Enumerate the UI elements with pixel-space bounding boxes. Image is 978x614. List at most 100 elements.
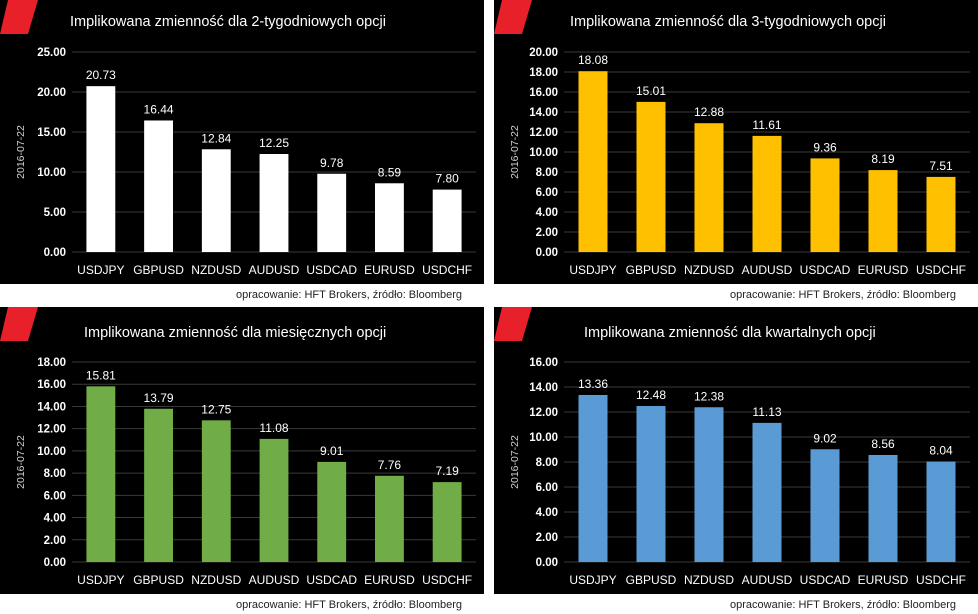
- chart-3m: Implikowana zmienność dla kwartalnych op…: [494, 307, 978, 594]
- brand-accent: [0, 0, 38, 34]
- x-tick-label: USDJPY: [77, 573, 124, 587]
- bar: [317, 461, 347, 562]
- bar: [317, 173, 347, 252]
- x-tick-label: GBPUSD: [133, 573, 184, 587]
- data-label: 8.04: [929, 444, 953, 458]
- x-tick-label: USDCHF: [422, 263, 472, 277]
- y-tick-label: 5.00: [44, 207, 66, 219]
- x-tick-label: USDJPY: [569, 573, 616, 587]
- bar: [144, 408, 173, 562]
- y-tick-label: 6.00: [44, 490, 66, 502]
- bar: [259, 154, 289, 252]
- y-axis-label: 2016-07-22: [509, 435, 521, 489]
- y-tick-label: 12.00: [37, 424, 66, 436]
- data-label: 12.88: [694, 105, 724, 119]
- data-label: 12.25: [259, 136, 289, 150]
- chart-panel-2w: Implikowana zmienność dla 2-tygodniowych…: [0, 0, 484, 284]
- bar: [432, 189, 462, 252]
- x-tick-label: EURUSD: [364, 263, 415, 277]
- x-tick-label: NZDUSD: [191, 263, 241, 277]
- x-tick-label: EURUSD: [364, 573, 415, 587]
- chart-title: Implikowana zmienność dla kwartalnych op…: [584, 325, 876, 341]
- y-tick-label: 0.00: [44, 557, 66, 569]
- y-tick-label: 10.00: [37, 167, 66, 179]
- x-tick-label: USDCAD: [306, 573, 357, 587]
- y-tick-label: 4.00: [536, 507, 558, 519]
- y-tick-label: 0.00: [536, 557, 558, 569]
- data-label: 11.13: [752, 405, 781, 419]
- y-tick-label: 2.00: [536, 227, 558, 239]
- y-axis-label: 2016-07-22: [509, 125, 521, 179]
- y-tick-label: 16.00: [37, 379, 66, 391]
- y-tick-label: 2.00: [44, 535, 66, 547]
- x-tick-label: USDCHF: [422, 573, 472, 587]
- chart-panel-3m: Implikowana zmienność dla kwartalnych op…: [494, 307, 978, 594]
- y-tick-label: 10.00: [37, 446, 66, 458]
- data-label: 13.79: [144, 391, 174, 405]
- source-note: opracowanie: HFT Brokers, źródło: Bloomb…: [236, 289, 463, 301]
- chart-title: Implikowana zmienność dla 2-tygodniowych…: [70, 14, 386, 30]
- data-label: 12.84: [201, 131, 231, 145]
- x-tick-label: NZDUSD: [684, 263, 734, 277]
- y-tick-label: 14.00: [529, 107, 558, 119]
- x-tick-label: NZDUSD: [684, 573, 734, 587]
- x-tick-label: USDJPY: [77, 263, 124, 277]
- bar: [144, 120, 173, 252]
- bar: [432, 482, 462, 562]
- y-tick-label: 18.00: [37, 357, 66, 369]
- data-label: 9.78: [320, 156, 344, 170]
- chart-1m: Implikowana zmienność dla miesięcznych o…: [0, 307, 484, 594]
- bar: [694, 123, 724, 252]
- brand-accent: [494, 0, 532, 34]
- y-tick-label: 16.00: [529, 87, 558, 99]
- bar: [201, 149, 231, 252]
- data-label: 7.80: [435, 172, 459, 186]
- bar: [578, 71, 608, 252]
- x-tick-label: EURUSD: [858, 263, 909, 277]
- data-label: 7.76: [378, 458, 402, 472]
- bar: [578, 395, 608, 562]
- y-tick-label: 6.00: [536, 187, 558, 199]
- y-tick-label: 0.00: [536, 247, 558, 259]
- data-label: 12.48: [636, 388, 666, 402]
- chart-title: Implikowana zmienność dla miesięcznych o…: [84, 325, 386, 341]
- y-tick-label: 8.00: [536, 457, 558, 469]
- y-tick-label: 15.00: [37, 127, 66, 139]
- data-label: 20.73: [86, 68, 116, 82]
- y-axis-label: 2016-07-22: [15, 435, 27, 489]
- chart-panel-3w: Implikowana zmienność dla 3-tygodniowych…: [494, 0, 978, 284]
- x-tick-label: NZDUSD: [191, 573, 241, 587]
- bar: [810, 158, 840, 252]
- x-tick-label: USDCHF: [916, 263, 966, 277]
- x-tick-label: AUDUSD: [742, 263, 793, 277]
- chart-title: Implikowana zmienność dla 3-tygodniowych…: [570, 14, 886, 30]
- data-label: 7.51: [929, 159, 953, 173]
- bar: [636, 101, 666, 253]
- y-tick-label: 12.00: [529, 407, 558, 419]
- source-note: opracowanie: HFT Brokers, źródło: Bloomb…: [730, 599, 957, 611]
- chart-background: [494, 0, 978, 284]
- source-note: opracowanie: HFT Brokers, źródło: Bloomb…: [236, 599, 463, 611]
- data-label: 12.38: [694, 389, 724, 403]
- y-tick-label: 20.00: [529, 47, 558, 59]
- x-tick-label: USDCAD: [800, 573, 851, 587]
- data-label: 16.44: [144, 102, 174, 116]
- x-tick-label: USDCHF: [916, 573, 966, 587]
- data-label: 11.08: [259, 421, 288, 435]
- chart-background: [494, 307, 978, 594]
- brand-accent: [0, 307, 38, 341]
- y-tick-label: 18.00: [529, 67, 558, 79]
- data-label: 11.61: [752, 118, 781, 132]
- bar: [752, 422, 782, 562]
- bar: [694, 407, 724, 562]
- x-tick-label: USDJPY: [569, 263, 616, 277]
- chart-3w: Implikowana zmienność dla 3-tygodniowych…: [494, 0, 978, 284]
- data-label: 13.36: [578, 377, 608, 391]
- x-tick-label: EURUSD: [858, 573, 909, 587]
- x-tick-label: USDCAD: [306, 263, 357, 277]
- data-label: 8.59: [378, 165, 402, 179]
- bar: [375, 183, 404, 252]
- brand-accent: [494, 307, 532, 341]
- x-tick-label: AUDUSD: [249, 573, 300, 587]
- x-tick-label: USDCAD: [800, 263, 851, 277]
